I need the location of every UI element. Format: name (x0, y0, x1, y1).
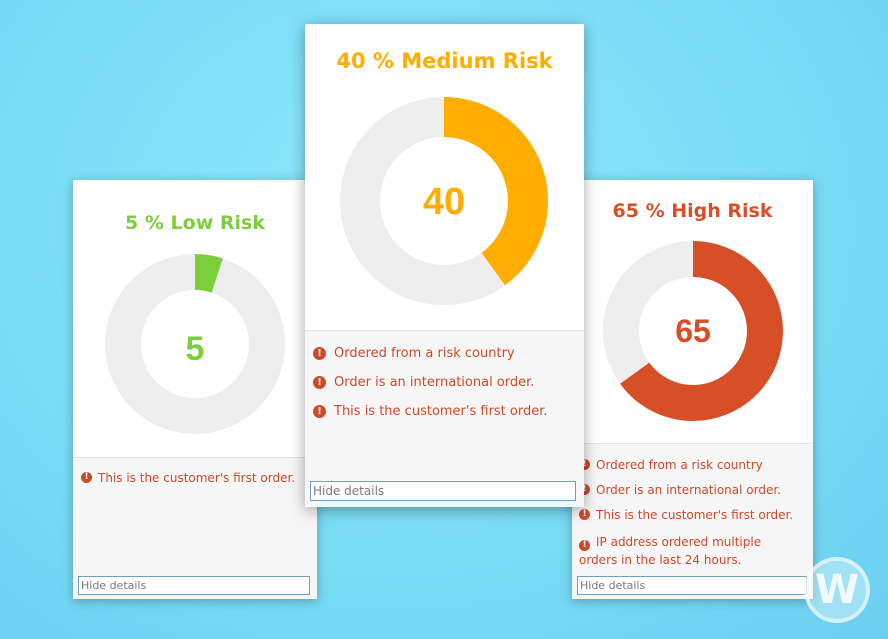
risk-reason: ! Ordered from a risk country (572, 458, 813, 472)
reason-text: Order is an international order. (596, 483, 781, 497)
risk-reason: ! This is the customer's first order. (572, 508, 813, 522)
exclamation-circle-icon: ! (313, 405, 326, 418)
hide-details-button[interactable]: Hide details (310, 481, 576, 501)
donut-score: 5 (186, 330, 205, 368)
w-logo-icon: W (804, 557, 870, 623)
risk-reason: ! This is the customer's first order. (305, 404, 584, 419)
risk-card-high: 65 % High Risk 65 ! Ordered from a risk … (572, 180, 813, 599)
hide-details-button[interactable]: Hide details (78, 576, 310, 595)
exclamation-circle-icon: ! (81, 472, 92, 483)
details-panel: ! Ordered from a risk country ! Order is… (572, 443, 813, 599)
donut-value-arc (340, 97, 548, 305)
reason-text: Ordered from a risk country (596, 458, 763, 472)
risk-donut: 5 (105, 254, 285, 434)
reason-text: This is the customer's first order. (596, 508, 794, 522)
card-title: 40 % Medium Risk (336, 49, 553, 73)
exclamation-circle-icon: ! (579, 459, 590, 470)
risk-donut: 40 (340, 97, 548, 305)
risk-reason: ! Ordered from a risk country (305, 346, 584, 361)
risk-card-medium: 40 % Medium Risk 40 ! Ordered from a ris… (305, 24, 584, 507)
risk-donut: 65 (603, 241, 783, 421)
exclamation-circle-icon: ! (579, 509, 590, 520)
reason-text: Ordered from a risk country (334, 346, 515, 361)
details-panel: ! Ordered from a risk country ! Order is… (305, 330, 584, 507)
donut-score: 40 (423, 181, 465, 223)
exclamation-circle-icon: ! (313, 347, 326, 360)
exclamation-circle-icon: ! (579, 540, 590, 551)
reason-text: This is the customer's first order. (334, 404, 548, 419)
risk-card-low: 5 % Low Risk 5 ! This is the customer's … (73, 180, 317, 599)
risk-reason: ! Order is an international order. (572, 483, 813, 497)
reason-text: Order is an international order. (334, 375, 535, 390)
reason-text: IP address ordered multiple orders in th… (579, 535, 762, 567)
details-panel: ! This is the customer's first order. Hi… (73, 457, 317, 599)
card-title: 5 % Low Risk (125, 212, 265, 234)
donut-value-arc (603, 241, 783, 421)
donut-score: 65 (675, 313, 711, 349)
hide-details-button[interactable]: Hide details (577, 576, 807, 595)
risk-reason: ! This is the customer's first order. (73, 471, 317, 485)
risk-reason: ! Order is an international order. (305, 375, 584, 390)
exclamation-circle-icon: ! (579, 484, 590, 495)
reason-text: This is the customer's first order. (98, 471, 296, 485)
exclamation-circle-icon: ! (313, 376, 326, 389)
donut-value-arc (105, 254, 285, 434)
risk-reason: ! IP address ordered multiple orders in t… (572, 533, 813, 569)
card-title: 65 % High Risk (612, 200, 773, 222)
